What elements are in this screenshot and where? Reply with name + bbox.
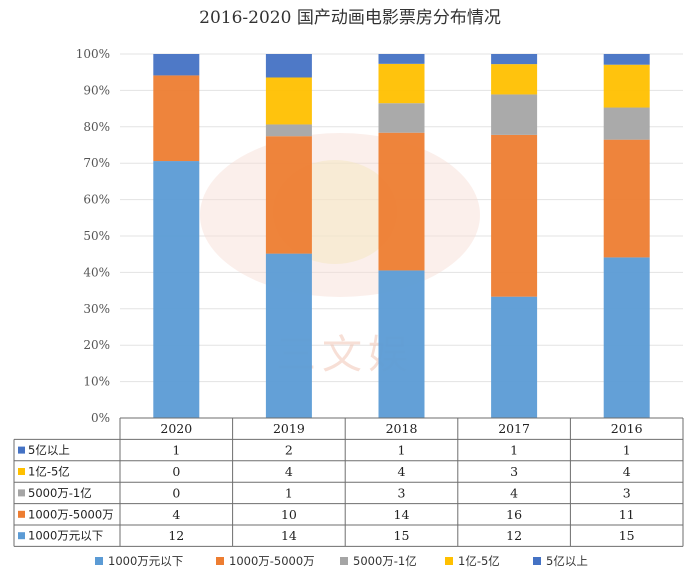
data-label: 1 [285,485,293,500]
bar-segment [153,161,200,418]
y-tick-label: 0% [91,411,110,425]
data-label: 4 [623,464,631,479]
y-tick-label: 40% [83,265,110,279]
bar-segment [153,75,200,162]
bar-segment [265,124,312,137]
data-label: 11 [619,507,635,522]
data-label: 10 [281,507,297,522]
category-label: 2016 [611,421,643,436]
bar-segment [378,54,425,64]
row-legend-key [18,446,25,454]
row-legend-key [18,532,25,540]
legend-label: 5000万-1亿 [353,554,417,568]
bar-segment [378,132,425,271]
legend-key [445,557,453,565]
chart-title: 2016-2020 国产动画电影票房分布情况 [199,8,501,28]
row-label: 5亿以上 [28,443,70,457]
data-label: 4 [398,464,406,479]
y-tick-label: 60% [83,193,110,207]
legend-label: 1000万元以下 [108,554,183,568]
bar-segment [603,139,650,258]
legend-key [340,557,348,565]
data-label: 16 [506,507,522,522]
bar-segment [265,54,312,78]
data-label: 1 [398,443,406,458]
row-legend-key [18,489,25,497]
y-tick-label: 20% [83,338,110,352]
data-label: 3 [623,485,631,500]
legend: 1000万元以下 1000万-5000万 5000万-1亿 1亿-5亿 5亿以上 [95,554,588,568]
bars [153,54,650,418]
legend-label: 1亿-5亿 [458,554,500,568]
data-label: 4 [510,485,518,500]
y-tick-label: 80% [83,120,110,134]
bar-segment [491,64,538,95]
data-label: 4 [285,464,293,479]
bar-segment [491,296,538,418]
bar-segment [265,136,312,254]
category-label: 2017 [498,421,530,436]
y-axis: 0% 10% 20% 30% 40% 50% 60% 70% 80% 90% 100% [76,47,110,425]
y-tick-label: 10% [83,375,110,389]
row-label: 1000万元以下 [28,529,103,543]
row-legend-key [18,510,25,518]
legend-key [533,557,541,565]
data-label: 15 [394,528,410,543]
legend-label: 5亿以上 [546,554,588,568]
data-label: 1 [623,443,631,458]
data-label: 14 [394,507,410,522]
legend-key [216,557,224,565]
y-tick-label: 100% [76,47,110,61]
bar-segment [603,107,650,140]
y-tick-label: 70% [83,156,110,170]
data-label: 1 [510,443,518,458]
data-label: 3 [510,464,518,479]
bar-segment [378,270,425,418]
y-tick-label: 90% [83,83,110,97]
data-label: 12 [506,528,522,543]
watermark: 三文娱 [200,133,480,378]
row-label: 1000万-5000万 [28,507,114,521]
data-label: 0 [172,485,180,500]
bar-segment [603,54,650,65]
bar-segment [265,77,312,125]
y-tick-label: 50% [83,229,110,243]
bar-segment [491,134,538,297]
bar-segment [378,63,425,104]
row-label: 1亿-5亿 [28,465,70,479]
bar-segment [378,103,425,133]
category-label: 2019 [273,421,305,436]
data-label: 14 [281,528,297,543]
bar-segment [603,64,650,108]
data-label: 1 [172,443,180,458]
bar-segment [491,94,538,135]
row-label: 5000万-1亿 [28,486,92,500]
legend-key [95,557,103,565]
legend-label: 1000万-5000万 [229,554,315,568]
bar-segment [153,54,200,76]
bar-segment [603,257,650,418]
data-label: 12 [168,528,184,543]
category-label: 2020 [160,421,192,436]
bar-segment [491,54,538,65]
y-tick-label: 30% [83,302,110,316]
data-label: 4 [172,507,180,522]
data-label: 3 [398,485,406,500]
data-label: 2 [285,443,293,458]
data-label: 15 [619,528,635,543]
row-legend-key [18,468,25,475]
data-label: 0 [172,464,180,479]
category-label: 2018 [386,421,418,436]
bar-segment [265,253,312,418]
